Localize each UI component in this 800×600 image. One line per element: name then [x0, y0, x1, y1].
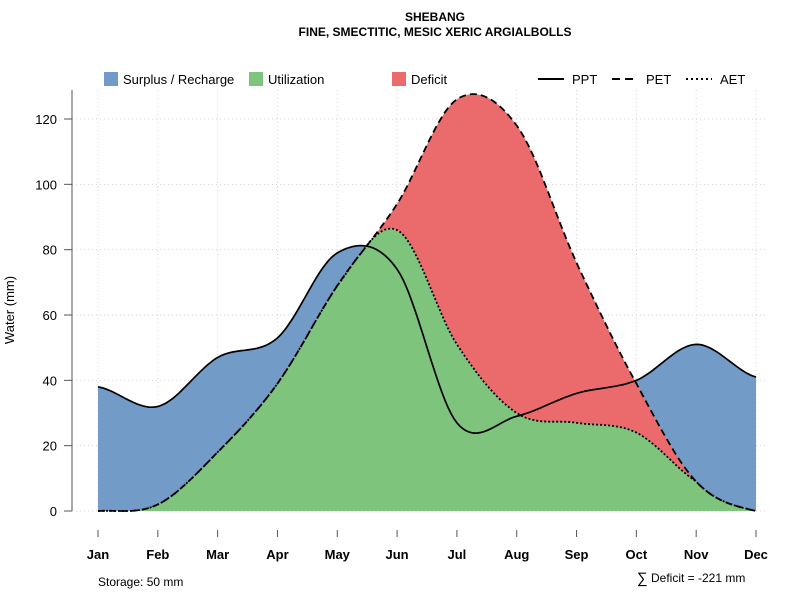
- x-tick-label: Jan: [87, 547, 109, 562]
- series-line-aet: [97, 227, 757, 512]
- y-tick-label: 60: [43, 308, 57, 323]
- legend-label: Deficit: [411, 72, 448, 87]
- chart-title: SHEBANG: [405, 10, 465, 24]
- legend: Surplus / Recharge Utilization Deficit PPT P…: [104, 72, 745, 87]
- legend-label: PET: [646, 72, 671, 87]
- series-line-pet: [97, 93, 757, 512]
- legend-swatch: [104, 72, 118, 86]
- y-tick-label: 0: [50, 504, 57, 519]
- x-tick-label: Apr: [266, 547, 288, 562]
- x-tick-label: Aug: [504, 547, 529, 562]
- legend-swatch: [392, 72, 406, 86]
- y-tick-label: 120: [35, 112, 57, 127]
- storage-annotation: Storage: 50 mm: [98, 575, 183, 589]
- x-tick-label: Feb: [146, 547, 169, 562]
- x-tick-label: Jun: [386, 547, 409, 562]
- x-tick-label: Sep: [565, 547, 589, 562]
- y-tick-label: 80: [43, 243, 57, 258]
- x-tick-label: Jul: [448, 547, 467, 562]
- series-lines: [97, 93, 757, 512]
- axes: Jan Feb Mar Apr May Jun Jul Aug Sep Oct Nov Dec 0 20 4…: [35, 90, 768, 562]
- y-tick-label: 40: [43, 373, 57, 388]
- chart-subtitle: FINE, SMECTITIC, MESIC XERIC ARGIALBOLLS: [299, 25, 572, 39]
- legend-label: PPT: [572, 72, 597, 87]
- utilization-area: [98, 228, 756, 511]
- deficit-annotation: Deficit = -221 mm: [651, 571, 745, 585]
- legend-label: AET: [720, 72, 745, 87]
- legend-label: Surplus / Recharge: [123, 72, 234, 87]
- x-tick-label: Mar: [206, 547, 229, 562]
- deficit-area: [98, 94, 756, 511]
- areas: [98, 94, 756, 511]
- legend-swatch: [249, 72, 263, 86]
- y-tick-label: 100: [35, 177, 57, 192]
- deficit-sum-icon: ∑: [637, 570, 648, 587]
- x-tick-label: May: [325, 547, 351, 562]
- y-tick-label: 20: [43, 439, 57, 454]
- y-axis-label: Water (mm): [2, 276, 17, 344]
- legend-label: Utilization: [268, 72, 324, 87]
- x-tick-label: Oct: [626, 547, 648, 562]
- series-line-ppt: [97, 244, 757, 434]
- x-tick-label: Nov: [684, 547, 709, 562]
- x-tick-label: Dec: [744, 547, 768, 562]
